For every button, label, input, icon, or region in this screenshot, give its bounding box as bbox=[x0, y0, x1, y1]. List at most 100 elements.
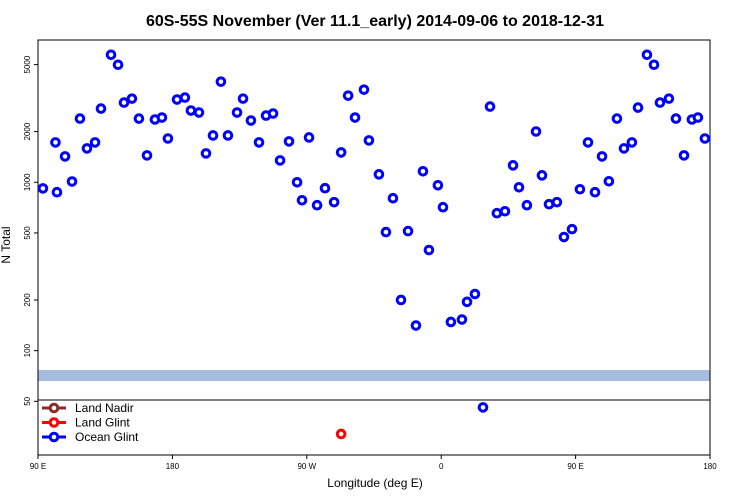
legend-label: Land Nadir bbox=[75, 401, 134, 415]
point bbox=[231, 107, 243, 118]
y-tick-label: 50 bbox=[23, 396, 32, 405]
legend-marker bbox=[48, 402, 60, 414]
point bbox=[358, 84, 370, 95]
point bbox=[319, 182, 331, 194]
point bbox=[373, 169, 385, 180]
point bbox=[237, 93, 249, 104]
point bbox=[551, 196, 563, 208]
point bbox=[37, 183, 49, 194]
point bbox=[185, 105, 197, 116]
point bbox=[89, 137, 101, 148]
x-tick-label: 90 W bbox=[297, 462, 316, 471]
point bbox=[632, 102, 644, 113]
point bbox=[663, 93, 675, 104]
legend-marker bbox=[48, 431, 60, 443]
point bbox=[274, 155, 286, 166]
point bbox=[253, 137, 265, 148]
plot-frame bbox=[37, 39, 711, 456]
y-tick-label: 100 bbox=[23, 343, 32, 357]
y-tick-label: 5000 bbox=[23, 55, 32, 73]
point bbox=[574, 183, 586, 195]
point bbox=[156, 112, 168, 123]
band bbox=[38, 370, 710, 381]
x-tick-label: 90 E bbox=[567, 462, 583, 471]
point bbox=[349, 112, 361, 123]
point bbox=[74, 113, 86, 124]
point bbox=[193, 107, 205, 118]
point bbox=[215, 76, 227, 87]
x-tick-label: 0 bbox=[439, 462, 444, 471]
point bbox=[95, 103, 107, 114]
point bbox=[469, 288, 481, 300]
point bbox=[491, 207, 503, 219]
point bbox=[179, 92, 191, 103]
point bbox=[328, 196, 340, 208]
point bbox=[461, 296, 473, 308]
point bbox=[133, 113, 145, 124]
x-tick-label: 180 bbox=[166, 462, 180, 471]
point bbox=[51, 186, 63, 198]
point bbox=[335, 147, 347, 158]
point bbox=[507, 160, 519, 171]
point bbox=[402, 225, 414, 237]
point bbox=[105, 49, 117, 61]
point bbox=[342, 90, 354, 101]
point bbox=[363, 135, 375, 146]
point bbox=[566, 223, 578, 235]
point bbox=[267, 108, 279, 119]
point bbox=[66, 176, 78, 187]
point bbox=[222, 130, 234, 141]
x-axis-label: Longitude (deg E) bbox=[327, 476, 422, 490]
point bbox=[311, 199, 323, 211]
point bbox=[456, 314, 468, 325]
point bbox=[699, 133, 711, 144]
chart-title: 60S-55S November (Ver 11.1_early) 2014-0… bbox=[146, 13, 604, 30]
point bbox=[648, 59, 660, 71]
x-tick-label: 90 E bbox=[30, 462, 46, 471]
point bbox=[423, 244, 435, 256]
point bbox=[484, 101, 496, 112]
point bbox=[207, 130, 219, 141]
y-tick-label: 500 bbox=[23, 226, 32, 240]
point bbox=[641, 49, 653, 61]
point bbox=[670, 113, 682, 124]
point bbox=[296, 194, 308, 206]
legend-marker bbox=[48, 417, 60, 428]
point bbox=[611, 113, 623, 124]
point bbox=[626, 137, 638, 148]
point bbox=[589, 186, 601, 198]
point bbox=[291, 176, 303, 188]
point bbox=[59, 151, 71, 162]
point bbox=[395, 294, 407, 306]
y-axis-label: N Total bbox=[0, 226, 13, 263]
point bbox=[582, 137, 594, 148]
point bbox=[126, 93, 138, 104]
point bbox=[245, 115, 257, 126]
point bbox=[200, 148, 212, 159]
point bbox=[521, 199, 533, 211]
point bbox=[162, 133, 174, 144]
point bbox=[603, 175, 615, 187]
x-tick-label: 180 bbox=[703, 462, 717, 471]
point bbox=[678, 150, 690, 161]
point bbox=[335, 428, 347, 440]
point bbox=[437, 201, 449, 213]
point bbox=[141, 150, 153, 161]
point bbox=[692, 112, 704, 123]
legend-label: Ocean Glint bbox=[75, 430, 139, 444]
point bbox=[654, 97, 666, 108]
point bbox=[303, 132, 315, 143]
point bbox=[530, 126, 542, 137]
y-tick-label: 2000 bbox=[23, 122, 32, 140]
point bbox=[477, 402, 489, 413]
point bbox=[596, 151, 608, 162]
point bbox=[283, 136, 295, 147]
point bbox=[513, 181, 525, 193]
point bbox=[380, 226, 392, 238]
y-tick-label: 1000 bbox=[23, 173, 32, 191]
point bbox=[536, 170, 548, 181]
point bbox=[118, 97, 130, 108]
point bbox=[432, 179, 444, 191]
point bbox=[81, 143, 93, 154]
